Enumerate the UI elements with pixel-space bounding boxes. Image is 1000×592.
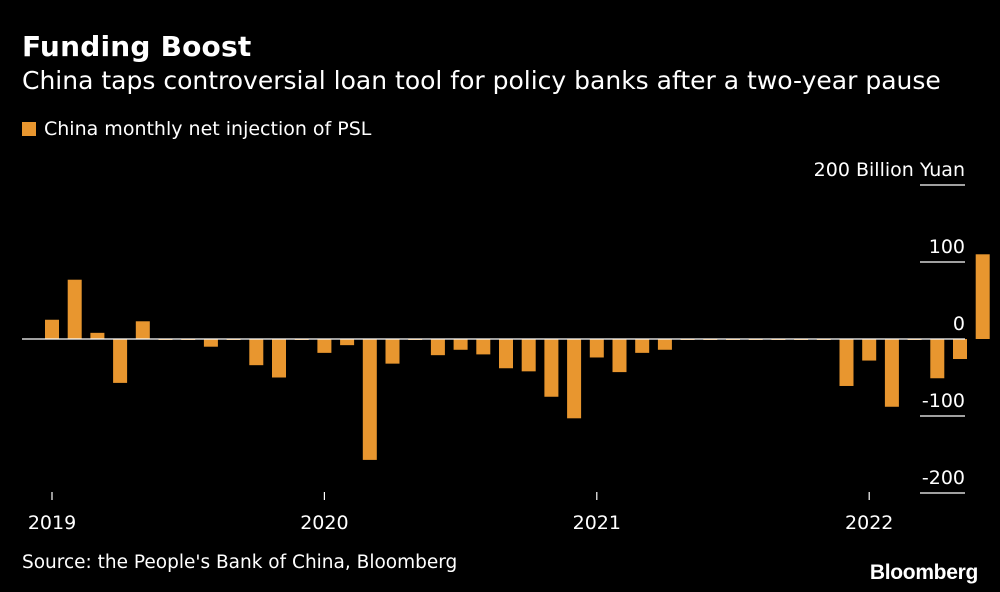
- bar-2019-05: [135, 321, 150, 339]
- bar-2021-01: [589, 339, 604, 358]
- y-tick-label-0: 0: [953, 313, 965, 335]
- bar-2019-10: [249, 339, 264, 366]
- bar-2019-01: [45, 319, 59, 339]
- source-note: Source: the People's Bank of China, Bloo…: [22, 552, 458, 573]
- bar-2019-03: [90, 332, 105, 339]
- bar-2020-07: [453, 339, 468, 350]
- chart-title: Funding Boost: [22, 30, 252, 63]
- bloomberg-logo: Bloomberg: [869, 561, 978, 584]
- bar-2021-12: [839, 339, 854, 386]
- bar-2020-02: [340, 339, 355, 346]
- bar-2020-08: [476, 339, 491, 355]
- bar-2022-05: [953, 339, 967, 360]
- bar-2020-09: [499, 339, 513, 369]
- bar-2020-12: [567, 339, 582, 419]
- legend-label: China monthly net injection of PSL: [44, 118, 372, 140]
- bar-2022-01: [862, 339, 877, 361]
- chart-subtitle: China taps controversial loan tool for p…: [22, 66, 941, 95]
- bar-2022-04: [930, 339, 945, 379]
- y-tick-label--200: -200: [922, 467, 965, 489]
- y-tick-label-200: 200 Billion Yuan: [814, 159, 965, 181]
- y-tick-label-100: 100: [929, 236, 965, 258]
- bar-2021-02: [612, 339, 627, 373]
- bar-2020-11: [544, 339, 559, 397]
- bar-2022-02: [884, 339, 899, 407]
- bar-2020-01: [317, 339, 332, 353]
- bar-2022-06: [975, 254, 990, 339]
- bar-2021-04: [657, 339, 672, 350]
- bar-2020-06: [430, 339, 445, 356]
- x-tick-label-2021: 2021: [573, 512, 621, 534]
- bar-2019-11: [272, 339, 286, 378]
- legend-swatch: [22, 122, 36, 136]
- bar-2019-08: [203, 339, 218, 347]
- x-tick-label-2019: 2019: [28, 512, 76, 534]
- bar-2020-04: [385, 339, 400, 364]
- x-tick-label-2022: 2022: [845, 512, 893, 534]
- bar-2019-04: [113, 339, 128, 383]
- bar-2021-03: [635, 339, 650, 353]
- bar-2019-02: [67, 279, 82, 339]
- y-tick-label--100: -100: [922, 390, 965, 412]
- bar-2020-03: [362, 339, 377, 460]
- x-tick-label-2020: 2020: [300, 512, 348, 534]
- legend: China monthly net injection of PSL: [22, 118, 371, 140]
- bar-2020-10: [521, 339, 536, 372]
